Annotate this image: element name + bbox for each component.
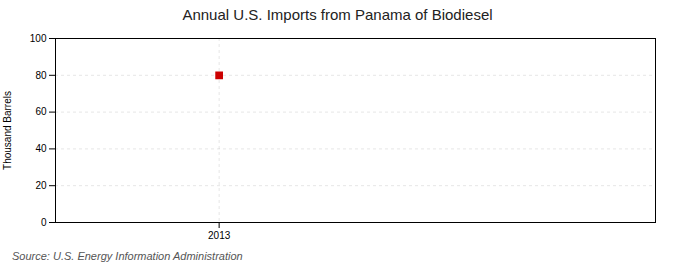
svg-text:Thousand Barrels: Thousand Barrels (2, 91, 13, 170)
html-text:Source: U.S. Energy Informatio: Source: U.S. Energy Information Administ… (12, 250, 243, 262)
svg-text:0: 0 (41, 217, 47, 228)
svg-text:100: 100 (30, 33, 47, 44)
svg-text:2013: 2013 (208, 230, 231, 241)
svg-text:80: 80 (35, 70, 47, 81)
svg-text:60: 60 (35, 106, 47, 117)
html-text:Annual U.S. Imports from Panam: Annual U.S. Imports from Panama of Biodi… (182, 6, 493, 23)
svg-text:20: 20 (35, 180, 47, 191)
svg-text:40: 40 (35, 143, 47, 154)
